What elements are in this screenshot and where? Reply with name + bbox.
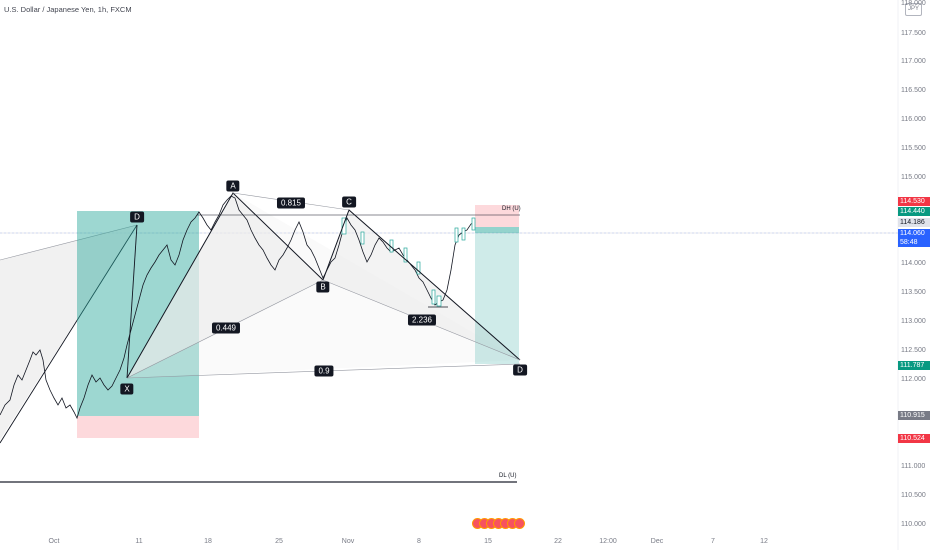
candle-body xyxy=(436,295,442,307)
y-tick: 112.000 xyxy=(901,376,926,383)
target-zone-right xyxy=(475,227,519,364)
x-tick: Dec xyxy=(650,538,664,545)
x-tick: 11 xyxy=(135,538,143,545)
point-d-label[interactable]: D xyxy=(513,364,527,376)
price-tag-stop-left: 110.524 xyxy=(898,434,930,443)
y-tick: 113.000 xyxy=(901,318,926,325)
price-tag-entry: 114.440 xyxy=(898,207,930,216)
ratio-xd-label[interactable]: 0.9 xyxy=(314,365,334,377)
target-zone-right-inner xyxy=(475,227,519,233)
price-tag-countdown: 58:48 xyxy=(898,238,930,247)
x-tick: 15 xyxy=(484,538,492,545)
y-tick: 110.000 xyxy=(901,521,926,528)
candle-body xyxy=(341,217,347,235)
stop-zone-left xyxy=(77,416,199,438)
ratio-ac-label[interactable]: 0.815 xyxy=(276,197,306,209)
point-a-label[interactable]: A xyxy=(226,180,240,192)
ratio-xb-label[interactable]: 0.449 xyxy=(211,322,241,334)
candle-body xyxy=(471,217,476,231)
left-point-d-label[interactable]: D xyxy=(130,211,144,223)
economic-events[interactable] xyxy=(472,518,525,530)
dl-level-label: DL (U) xyxy=(499,473,517,479)
candle-body xyxy=(454,227,459,243)
pattern-bcd-fill xyxy=(323,210,520,360)
x-tick: Oct xyxy=(48,538,60,545)
y-tick: 116.000 xyxy=(901,116,926,123)
x-tick: 22 xyxy=(554,538,562,545)
y-tick: 111.000 xyxy=(901,463,926,470)
y-tick: 115.500 xyxy=(901,145,926,152)
y-tick-top: 118.000 xyxy=(901,0,926,7)
y-tick: 114.000 xyxy=(901,260,926,267)
x-tick: 12:00 xyxy=(599,538,617,545)
x-tick: 7 xyxy=(711,538,715,545)
price-tag-target: 111.787 xyxy=(898,361,930,370)
stop-zone-right xyxy=(475,205,519,227)
price-tag-dh: 114.186 xyxy=(898,218,930,227)
y-tick: 110.500 xyxy=(901,492,926,499)
price-tag-stop: 114.530 xyxy=(898,197,930,206)
point-x-label[interactable]: X xyxy=(120,383,134,395)
point-b-label[interactable]: B xyxy=(316,281,330,293)
y-tick: 115.000 xyxy=(901,174,926,181)
currency-button[interactable]: JPY xyxy=(905,3,922,16)
candle-body xyxy=(360,231,365,245)
x-tick: 8 xyxy=(417,538,421,545)
candle-body xyxy=(461,227,466,241)
candle-layer xyxy=(341,217,476,307)
pattern-xab-fill xyxy=(127,193,323,378)
y-tick: 113.500 xyxy=(901,289,926,296)
candle-body xyxy=(403,247,408,263)
y-tick: 116.500 xyxy=(901,87,926,94)
point-c-label[interactable]: C xyxy=(342,196,356,208)
candle-body xyxy=(416,261,421,275)
x-tick: 25 xyxy=(275,538,283,545)
x-tick: 18 xyxy=(204,538,212,545)
price-tag-grey: 110.915 xyxy=(898,411,930,420)
x-tick: Nov xyxy=(341,538,355,545)
x-tick: 12 xyxy=(760,538,768,545)
event-flag-icon[interactable] xyxy=(514,518,525,529)
price-tag-last: 114.060 xyxy=(898,229,930,238)
y-tick: 117.000 xyxy=(901,58,926,65)
dh-level-label: DH (U) xyxy=(502,206,521,212)
left-d-leg xyxy=(126,224,138,379)
candle-body xyxy=(431,289,436,305)
y-tick: 117.500 xyxy=(901,30,926,37)
ratio-bd-label[interactable]: 2.236 xyxy=(407,314,437,326)
y-tick: 112.500 xyxy=(901,347,926,354)
chart-title: U.S. Dollar / Japanese Yen, 1h, FXCM xyxy=(4,5,132,14)
